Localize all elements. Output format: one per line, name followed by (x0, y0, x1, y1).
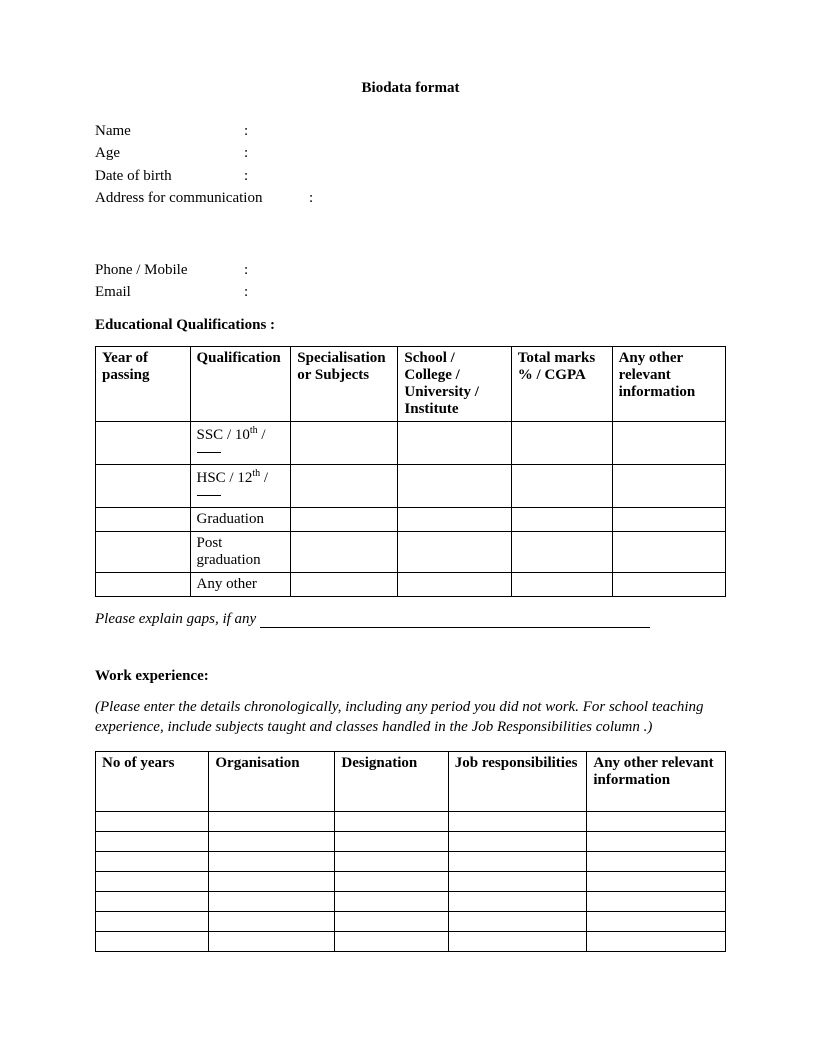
label-dob: Date of birth (95, 166, 240, 186)
label-address: Address for communication (95, 188, 305, 208)
table-header-row: Year of passing Qualification Specialisa… (96, 346, 726, 421)
work-table: No of years Organisation Designation Job… (95, 751, 726, 952)
work-header-responsibilities: Job responsibilities (448, 752, 587, 812)
field-name: Name : (95, 121, 726, 141)
label-phone: Phone / Mobile (95, 260, 240, 280)
work-note: (Please enter the details chronologicall… (95, 697, 726, 738)
table-row (96, 832, 726, 852)
label-age: Age (95, 143, 240, 163)
table-row: Any other (96, 572, 726, 596)
gaps-prompt: Please explain gaps, if any (95, 611, 726, 628)
field-age: Age : (95, 143, 726, 163)
table-row: SSC / 10th / (96, 421, 726, 464)
work-header-other: Any other relevant information (587, 752, 726, 812)
page-title: Biodata format (95, 80, 726, 97)
work-header-designation: Designation (335, 752, 448, 812)
edu-header-school: School / College / University / Institut… (398, 346, 511, 421)
field-dob: Date of birth : (95, 166, 726, 186)
label-email: Email (95, 282, 240, 302)
table-row (96, 812, 726, 832)
colon: : (244, 282, 248, 302)
table-header-row: No of years Organisation Designation Job… (96, 752, 726, 812)
qual-hsc: HSC / 12th / (190, 464, 291, 507)
edu-header-year: Year of passing (96, 346, 191, 421)
edu-header-qualification: Qualification (190, 346, 291, 421)
colon: : (244, 121, 248, 141)
table-row: HSC / 12th / (96, 464, 726, 507)
colon: : (244, 143, 248, 163)
gaps-underline (260, 627, 650, 628)
work-header-org: Organisation (209, 752, 335, 812)
qual-grad: Graduation (190, 507, 291, 531)
qual-ssc: SSC / 10th / (190, 421, 291, 464)
work-header-years: No of years (96, 752, 209, 812)
edu-header-marks: Total marks % / CGPA (511, 346, 612, 421)
label-name: Name (95, 121, 240, 141)
colon: : (244, 166, 248, 186)
education-table: Year of passing Qualification Specialisa… (95, 346, 726, 597)
field-email: Email : (95, 282, 726, 302)
table-row (96, 912, 726, 932)
table-row: Graduation (96, 507, 726, 531)
field-phone: Phone / Mobile : (95, 260, 726, 280)
edu-heading: Educational Qualifications : (95, 317, 726, 334)
work-heading: Work experience: (95, 668, 726, 685)
table-row (96, 892, 726, 912)
table-row (96, 872, 726, 892)
table-row (96, 852, 726, 872)
qual-postgrad: Post graduation (190, 531, 291, 572)
field-address: Address for communication : (95, 188, 726, 208)
colon: : (244, 260, 248, 280)
table-row: Post graduation (96, 531, 726, 572)
qual-other: Any other (190, 572, 291, 596)
colon: : (309, 188, 313, 208)
table-row (96, 932, 726, 952)
edu-header-specialisation: Specialisation or Subjects (291, 346, 398, 421)
edu-header-other: Any other relevant information (612, 346, 725, 421)
